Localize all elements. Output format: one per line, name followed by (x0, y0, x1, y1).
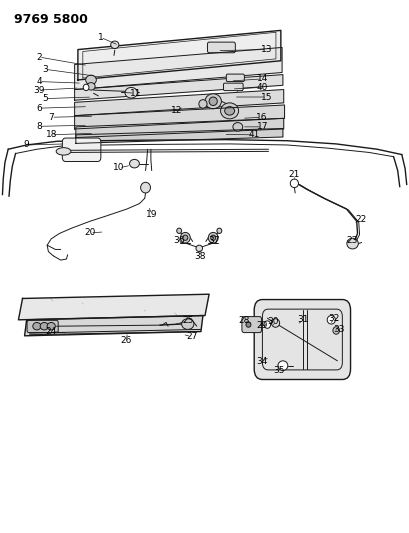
Text: 13: 13 (260, 45, 272, 54)
Ellipse shape (181, 319, 193, 329)
Ellipse shape (198, 100, 207, 108)
Ellipse shape (209, 97, 217, 106)
FancyBboxPatch shape (62, 138, 101, 161)
Text: 6: 6 (36, 104, 42, 112)
FancyBboxPatch shape (241, 317, 261, 333)
Ellipse shape (216, 228, 221, 233)
Text: 29: 29 (255, 321, 267, 330)
Ellipse shape (47, 322, 55, 330)
Ellipse shape (263, 321, 270, 328)
Text: 25: 25 (182, 317, 193, 325)
Text: 22: 22 (354, 215, 366, 224)
Text: 40: 40 (256, 83, 267, 92)
Ellipse shape (224, 107, 234, 115)
Ellipse shape (232, 123, 242, 131)
Text: 41: 41 (248, 131, 259, 139)
Text: 15: 15 (260, 93, 272, 101)
Ellipse shape (180, 232, 190, 243)
Text: 9769 5800: 9769 5800 (14, 13, 88, 26)
Text: 36: 36 (173, 236, 184, 245)
Text: 27: 27 (186, 333, 197, 341)
Text: 33: 33 (333, 325, 344, 334)
FancyBboxPatch shape (226, 74, 244, 82)
Text: 17: 17 (256, 123, 267, 131)
Ellipse shape (176, 228, 181, 233)
Text: 32: 32 (328, 314, 339, 323)
Ellipse shape (220, 103, 238, 119)
Ellipse shape (85, 75, 96, 85)
Ellipse shape (277, 361, 287, 370)
Polygon shape (76, 118, 283, 138)
Ellipse shape (83, 84, 89, 91)
FancyBboxPatch shape (207, 42, 235, 53)
Ellipse shape (56, 148, 71, 155)
Text: 26: 26 (120, 336, 132, 344)
Ellipse shape (210, 235, 215, 240)
Text: 21: 21 (288, 171, 299, 179)
Text: 9: 9 (24, 141, 29, 149)
Text: 1: 1 (97, 33, 103, 42)
Text: 4: 4 (36, 77, 42, 86)
Text: 3: 3 (42, 65, 48, 74)
Text: 24: 24 (45, 327, 57, 336)
Polygon shape (78, 30, 280, 80)
Text: 38: 38 (194, 253, 205, 261)
Ellipse shape (140, 182, 150, 193)
Text: 10: 10 (113, 164, 124, 172)
Ellipse shape (271, 319, 279, 327)
FancyBboxPatch shape (254, 300, 350, 379)
Text: 7: 7 (48, 113, 54, 122)
Text: 12: 12 (170, 107, 182, 115)
Ellipse shape (346, 238, 357, 249)
Text: 31: 31 (297, 316, 308, 324)
Ellipse shape (110, 41, 119, 49)
Ellipse shape (204, 94, 221, 109)
Ellipse shape (182, 235, 187, 240)
Text: 8: 8 (36, 122, 42, 131)
Text: 14: 14 (256, 75, 267, 83)
Ellipse shape (196, 245, 202, 252)
Text: 30: 30 (266, 317, 278, 326)
Text: 5: 5 (42, 94, 48, 103)
Polygon shape (74, 105, 284, 129)
Polygon shape (25, 316, 202, 336)
Text: 37: 37 (208, 236, 219, 245)
Polygon shape (74, 90, 283, 116)
Text: 2: 2 (36, 53, 42, 61)
Ellipse shape (332, 327, 339, 334)
FancyBboxPatch shape (27, 320, 58, 333)
Ellipse shape (87, 83, 95, 90)
Ellipse shape (208, 232, 218, 243)
Polygon shape (18, 294, 209, 320)
FancyBboxPatch shape (223, 83, 243, 91)
Text: 23: 23 (345, 237, 357, 245)
Text: 20: 20 (84, 229, 96, 237)
Ellipse shape (33, 322, 41, 330)
Text: 35: 35 (272, 366, 284, 375)
Ellipse shape (129, 159, 139, 168)
Text: 39: 39 (33, 86, 45, 94)
Polygon shape (74, 75, 282, 100)
Ellipse shape (326, 316, 335, 324)
Text: 34: 34 (255, 357, 267, 366)
Ellipse shape (125, 87, 137, 98)
Text: 18: 18 (45, 131, 57, 139)
Text: 19: 19 (146, 210, 157, 219)
Ellipse shape (245, 322, 250, 327)
Ellipse shape (40, 322, 48, 330)
Ellipse shape (290, 179, 298, 188)
Polygon shape (74, 47, 281, 90)
Polygon shape (76, 128, 282, 143)
Text: 28: 28 (238, 317, 249, 325)
Text: 11: 11 (129, 89, 141, 98)
Text: 16: 16 (255, 113, 267, 122)
